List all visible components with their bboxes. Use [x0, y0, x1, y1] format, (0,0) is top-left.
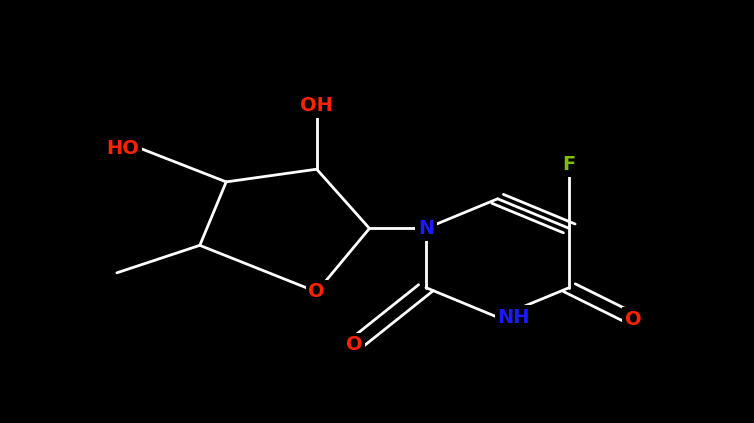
Text: HO: HO: [106, 139, 139, 157]
Text: O: O: [346, 335, 363, 354]
Text: O: O: [308, 283, 325, 301]
Text: NH: NH: [498, 308, 530, 327]
Text: N: N: [418, 219, 434, 238]
Text: OH: OH: [300, 96, 333, 115]
Text: O: O: [625, 310, 642, 329]
Text: F: F: [562, 156, 576, 174]
